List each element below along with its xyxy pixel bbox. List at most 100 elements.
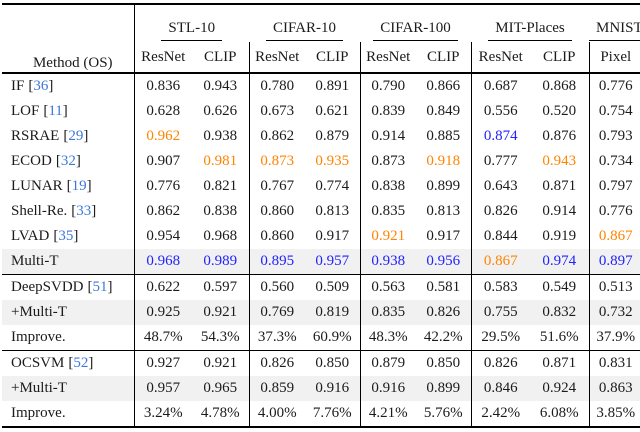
header-cifar-10: CIFAR-10 [249, 4, 360, 42]
value-cell: 54.3% [192, 325, 250, 351]
subheader-clip: CLIP [530, 42, 590, 73]
value-cell: 0.826 [483, 355, 518, 371]
value-cell: 0.871 [530, 350, 590, 376]
value-cell: 0.520 [530, 99, 590, 124]
value-cell: 0.916 [305, 376, 361, 401]
value-cell: 0.560 [260, 279, 295, 295]
table-row: OCSVM [52] 0.927 0.921 0.826 0.850 0.879 0.850 0… [2, 350, 640, 376]
value-cell: 0.826 [416, 300, 472, 325]
value-cell: 0.935 [305, 149, 361, 174]
method-cell: RSRAE [29] [2, 124, 135, 149]
subheader-resnet: ResNet [366, 48, 411, 65]
value-cell: 0.597 [192, 274, 250, 300]
value-cell: 0.754 [598, 103, 633, 119]
value-cell: 7.76% [305, 401, 361, 427]
table-row: LOF [11] 0.628 0.626 0.673 0.621 0.839 0.849 0.5… [2, 99, 640, 124]
citation-number[interactable]: 29 [68, 128, 84, 144]
dataset-name: CIFAR-10 [265, 20, 344, 41]
value-cell: 0.921 [192, 300, 250, 325]
value-cell: 5.76% [416, 401, 472, 427]
value-cell: 0.767 [260, 178, 295, 194]
value-cell: 51.6% [530, 325, 590, 351]
value-cell: 0.871 [530, 174, 590, 199]
citation-number[interactable]: 19 [71, 178, 87, 194]
citation-ref: [52] [68, 355, 93, 371]
value-cell: 0.981 [192, 149, 250, 174]
value-cell: 0.860 [260, 203, 295, 219]
header-row-datasets: Method (OS) STL-10 CIFAR-10 CIFAR-100 MI… [2, 4, 640, 73]
value-cell: 0.943 [530, 149, 590, 174]
method-cell: Shell-Re. [33] [2, 199, 135, 224]
value-cell: 4.78% [192, 401, 250, 427]
citation-ref: [51] [88, 279, 113, 295]
table-row: Improve. 3.24% 4.78% 4.00% 7.76% 4.21% 5.76% 2.… [2, 401, 640, 427]
bracket-open: [ [28, 78, 34, 94]
method-name: +Multi-T [11, 304, 67, 320]
value-cell: 0.895 [249, 249, 306, 275]
subheader-resnet: ResNet [478, 48, 523, 65]
citation-ref: [19] [67, 178, 92, 194]
bracket-close: ] [75, 153, 81, 169]
method-cell: ECOD [32] [2, 149, 135, 174]
table-row: +Multi-T 0.925 0.921 0.769 0.819 0.835 0.826 0.… [2, 300, 640, 325]
method-name: ECOD [11, 153, 52, 169]
value-cell: 0.832 [530, 300, 590, 325]
value-cell: 0.938 [360, 249, 417, 275]
value-cell: 0.914 [371, 128, 406, 144]
citation-number[interactable]: 11 [48, 103, 63, 119]
value-cell: 48.3% [360, 325, 417, 351]
value-cell: 0.777 [483, 153, 518, 169]
value-cell: 0.859 [260, 380, 295, 396]
method-cell: IF [36] [2, 73, 135, 99]
citation-number[interactable]: 33 [76, 203, 92, 219]
value-cell: 0.813 [416, 199, 472, 224]
method-cell: OCSVM [52] [2, 350, 135, 376]
bracket-open: [ [63, 128, 69, 144]
value-cell: 0.776 [598, 78, 633, 94]
value-cell: 0.793 [598, 128, 633, 144]
table-row: IF [36] 0.836 0.943 0.780 0.891 0.790 0.866 0.68… [2, 73, 640, 99]
header-stl-10: STL-10 [134, 4, 249, 42]
method-name: LOF [11, 103, 40, 119]
method-cell: LOF [11] [2, 99, 135, 124]
table-row: Improve. 48.7% 54.3% 37.3% 60.9% 48.3% 42.2% 29… [2, 325, 640, 351]
value-cell: 0.866 [416, 73, 472, 99]
citation-number[interactable]: 32 [60, 153, 76, 169]
method-column-header: Method (OS) [2, 4, 135, 73]
value-cell: 60.9% [305, 325, 361, 351]
method-name: Improve. [11, 405, 66, 421]
method-cell: Multi-T [2, 249, 135, 275]
method-cell: DeepSVDD [51] [2, 274, 135, 300]
results-table: Method (OS) STL-10 CIFAR-10 CIFAR-100 MI… [2, 3, 640, 428]
value-cell: 0.899 [416, 174, 472, 199]
citation-number[interactable]: 51 [92, 279, 108, 295]
value-cell: 0.838 [192, 199, 250, 224]
value-cell: 0.622 [146, 279, 181, 295]
value-cell: 0.867 [471, 249, 531, 275]
value-cell: 0.563 [371, 279, 406, 295]
value-cell: 37.9% [589, 325, 640, 351]
value-cell: 0.844 [483, 228, 518, 244]
citation-number[interactable]: 35 [58, 228, 74, 244]
value-cell: 0.927 [146, 355, 181, 371]
value-cell: 0.914 [530, 199, 590, 224]
subheader-clip: CLIP [192, 42, 250, 73]
bracket-open: [ [68, 355, 74, 371]
method-name: LVAD [11, 228, 50, 244]
value-cell: 0.879 [371, 355, 406, 371]
bracket-open: [ [43, 103, 49, 119]
value-cell: 0.513 [598, 279, 633, 295]
citation-number[interactable]: 36 [33, 78, 49, 94]
value-cell: 0.583 [483, 279, 518, 295]
value-cell: 0.850 [305, 350, 361, 376]
citation-ref: [36] [28, 78, 53, 94]
value-cell: 0.874 [483, 128, 518, 144]
value-cell: 0.849 [416, 99, 472, 124]
method-name: Shell-Re. [11, 203, 68, 219]
value-cell: 0.917 [305, 224, 361, 249]
value-cell: 0.921 [192, 350, 250, 376]
citation-number[interactable]: 52 [73, 355, 89, 371]
value-cell: 0.734 [598, 153, 633, 169]
value-cell: 0.968 [134, 249, 192, 275]
value-cell: 0.867 [598, 228, 633, 244]
